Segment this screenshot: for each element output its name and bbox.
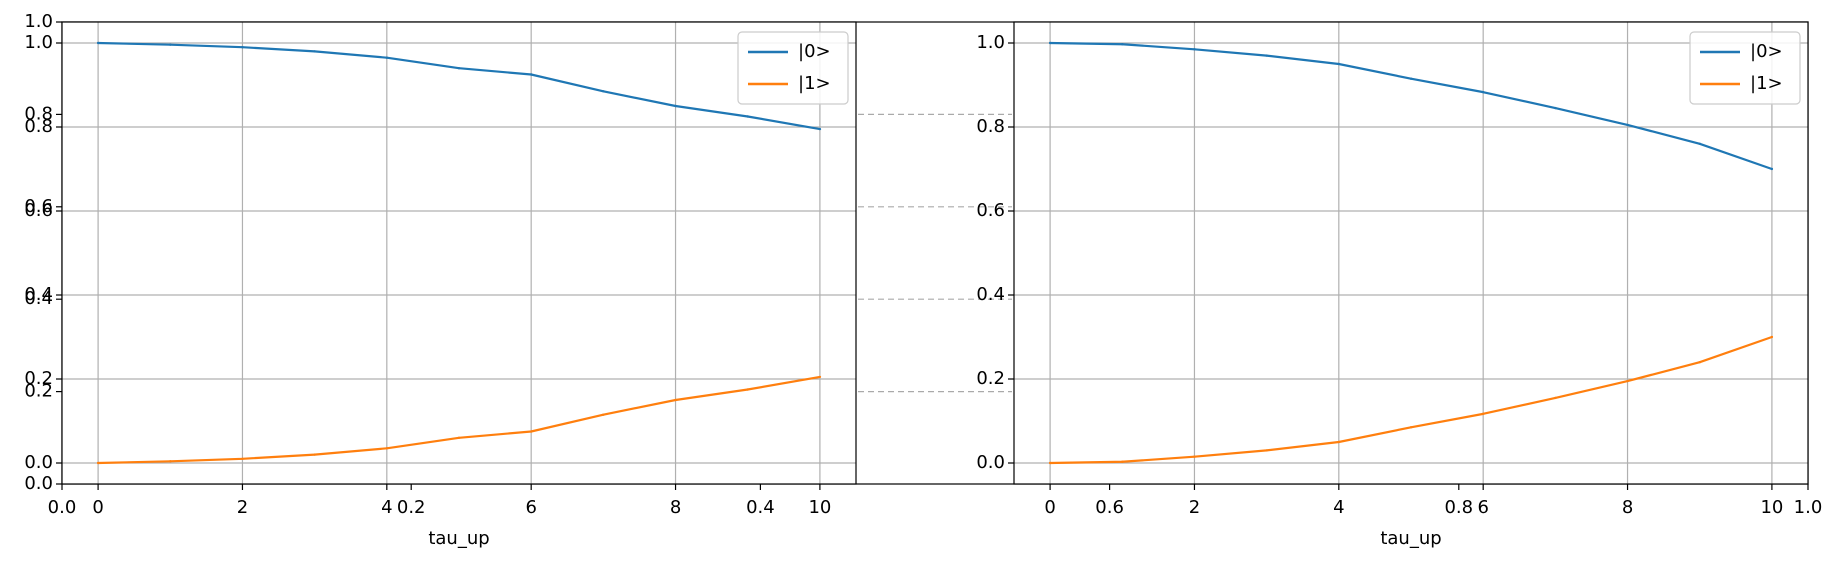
axes-spine bbox=[1013, 21, 1809, 485]
x-tick-label: 4 bbox=[381, 497, 392, 518]
frame-y-tick-label: 0.8 bbox=[24, 103, 53, 124]
data-point bbox=[1193, 48, 1196, 51]
legend-box bbox=[1689, 31, 1801, 105]
frame-x-tick-label: 0.8 bbox=[1444, 497, 1473, 518]
x-tick-label: 8 bbox=[670, 497, 681, 518]
y-tick-label: 0.0 bbox=[24, 452, 53, 473]
y-tick-label: 1.0 bbox=[976, 32, 1005, 53]
data-point bbox=[1626, 379, 1629, 383]
data-point bbox=[1409, 426, 1413, 429]
data-point bbox=[96, 41, 100, 45]
frame-y-tick-label: 1.0 bbox=[24, 11, 53, 32]
x-tick-label: 2 bbox=[237, 497, 248, 518]
data-point bbox=[1770, 167, 1774, 171]
data-point bbox=[169, 43, 172, 46]
x-axis-label: tau_up bbox=[1380, 528, 1441, 549]
legend-box bbox=[737, 31, 849, 105]
x-tick-label: 4 bbox=[1333, 497, 1344, 518]
legend: |0> |1> bbox=[737, 31, 849, 105]
data-point bbox=[1048, 461, 1052, 465]
y-tick-label: 0.6 bbox=[24, 200, 53, 221]
plot-area bbox=[1014, 22, 1808, 484]
data-point bbox=[1193, 455, 1196, 458]
data-point bbox=[746, 115, 749, 118]
legend: |0> |1> bbox=[1689, 31, 1801, 105]
y-tick-label: 0.8 bbox=[976, 116, 1005, 137]
plot-area bbox=[62, 22, 856, 484]
left-subplot: 0.0 0.2 0.4 0.6 0.8 1.0 0 2 4 6 8 10 tau_up |0> |1> bbox=[24, 21, 857, 549]
x-tick-label: 0 bbox=[92, 497, 103, 518]
data-point bbox=[529, 73, 533, 76]
data-point bbox=[1698, 361, 1701, 364]
data-point bbox=[241, 46, 244, 49]
frame-x-tick-label: 1.0 bbox=[1794, 497, 1823, 518]
axes-spine bbox=[61, 21, 857, 485]
data-point bbox=[1409, 77, 1413, 80]
data-point bbox=[1121, 460, 1124, 463]
data-point bbox=[1481, 412, 1485, 416]
frame-x-tick-label: 0.2 bbox=[397, 497, 426, 518]
data-point bbox=[1770, 335, 1774, 339]
x-tick-label: 0 bbox=[1044, 497, 1055, 518]
legend-label: |0> bbox=[1750, 41, 1783, 62]
data-point bbox=[385, 56, 389, 59]
frame-y-tick-label: 0.0 bbox=[24, 473, 53, 494]
x-tick-label: 2 bbox=[1189, 497, 1200, 518]
data-point bbox=[1554, 106, 1557, 110]
y-tick-label: 1.0 bbox=[24, 32, 53, 53]
right-subplot: 0.0 0.2 0.4 0.6 0.8 1.0 0 2 4 6 8 10 tau_up |0> |1> bbox=[976, 21, 1809, 549]
y-tick-label: 0.4 bbox=[976, 284, 1005, 305]
data-point bbox=[457, 436, 461, 439]
y-tick-label: 0.4 bbox=[24, 284, 53, 305]
data-point bbox=[818, 375, 822, 379]
data-point bbox=[602, 90, 605, 93]
data-point bbox=[96, 461, 100, 465]
frame-y-tick-label: 0.4 bbox=[24, 288, 53, 309]
x-tick-label: 10 bbox=[1760, 497, 1783, 518]
legend-label: |1> bbox=[1750, 73, 1783, 94]
data-point bbox=[529, 430, 533, 433]
x-tick-label: 8 bbox=[1622, 497, 1633, 518]
y-tick-label: 0.6 bbox=[976, 200, 1005, 221]
data-point bbox=[1265, 54, 1268, 57]
data-point bbox=[1265, 449, 1268, 452]
y-tick-label: 0.0 bbox=[976, 452, 1005, 473]
frame-x-tick-label: 0.0 bbox=[48, 497, 77, 518]
data-point bbox=[1337, 62, 1341, 66]
data-point bbox=[1337, 440, 1341, 444]
x-tick-label: 10 bbox=[808, 497, 831, 518]
y-tick-label: 0.8 bbox=[24, 116, 53, 137]
data-point bbox=[313, 453, 316, 456]
frame-y-tick-label: 0.6 bbox=[24, 196, 53, 217]
data-point bbox=[241, 457, 244, 460]
data-point bbox=[674, 104, 677, 108]
data-point bbox=[385, 447, 389, 450]
data-point bbox=[818, 127, 822, 131]
data-point bbox=[169, 460, 172, 463]
data-point bbox=[746, 388, 749, 391]
data-point bbox=[1121, 43, 1124, 46]
data-point bbox=[1048, 41, 1052, 45]
data-point bbox=[1481, 90, 1485, 94]
data-point bbox=[602, 413, 605, 416]
data-point bbox=[1626, 123, 1629, 127]
data-point bbox=[674, 398, 677, 402]
data-point bbox=[457, 67, 461, 70]
data-point bbox=[1554, 396, 1557, 400]
y-tick-label: 0.2 bbox=[24, 368, 53, 389]
x-axis-label: tau_up bbox=[428, 528, 489, 549]
frame-y-tick-label: 0.2 bbox=[24, 381, 53, 402]
legend-label: |1> bbox=[798, 73, 831, 94]
legend-label: |0> bbox=[798, 41, 831, 62]
y-tick-label: 0.2 bbox=[976, 368, 1005, 389]
x-tick-label: 6 bbox=[525, 497, 536, 518]
data-point bbox=[1698, 142, 1701, 145]
data-point bbox=[313, 50, 316, 53]
frame-x-tick-label: 0.4 bbox=[746, 497, 775, 518]
x-tick-label: 6 bbox=[1477, 497, 1488, 518]
frame-x-tick-label: 0.6 bbox=[1095, 497, 1124, 518]
